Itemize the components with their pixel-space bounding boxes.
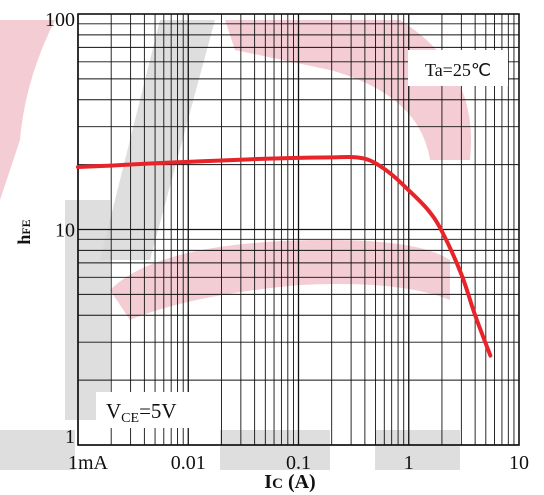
plot-frame <box>77 13 520 446</box>
series-layer <box>76 154 493 358</box>
x-tick-label: 1mA <box>68 452 109 474</box>
temperature-label: Ta=25℃ <box>425 60 491 80</box>
condition-label-box <box>96 392 216 428</box>
watermark-grey-block-bottom <box>0 430 460 470</box>
x-tick-label: 1 <box>404 452 414 474</box>
x-tick-labels: 1mA 0.01 0.1 1 10 <box>68 452 529 474</box>
watermark-pink-arc-bottom <box>110 240 450 320</box>
watermark-grey-diagonal <box>100 20 215 260</box>
y-tick-label: 1 <box>65 426 75 448</box>
x-tick-label: 0.1 <box>286 452 311 474</box>
condition-label: VCE=5V <box>106 399 177 426</box>
x-tick-label: 10 <box>509 452 529 474</box>
y-tick-labels: 1 10 100 <box>45 9 75 448</box>
series-line-0 <box>76 154 493 358</box>
watermark-pink-swoosh <box>0 20 55 200</box>
temperature-label-box <box>408 50 508 86</box>
y-axis-title: hFE <box>14 219 34 244</box>
x-tick-label: 0.01 <box>171 452 206 474</box>
y-tick-label: 100 <box>45 9 75 31</box>
watermark-pink-arc-top <box>225 20 472 160</box>
watermark-grey-bar-left <box>65 200 110 420</box>
watermark-logo <box>0 20 472 470</box>
y-tick-label: 10 <box>55 220 75 242</box>
x-axis-title: IC (A) <box>264 471 315 493</box>
